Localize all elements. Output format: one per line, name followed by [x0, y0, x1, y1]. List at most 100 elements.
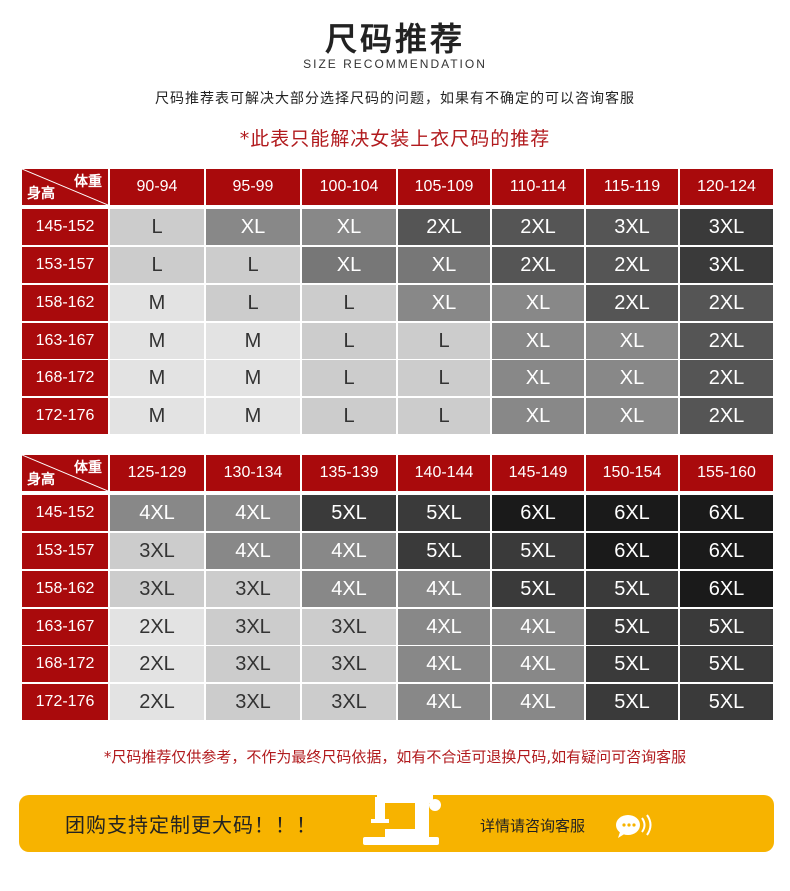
chat-bubble-icon[interactable]	[614, 812, 656, 842]
size-cell: XL	[586, 398, 678, 434]
size-table-2: 体重 身高 125-129 130-134 135-139 140-144 145-149 1…	[22, 455, 773, 720]
size-cell: XL	[586, 323, 678, 359]
weight-header: 135-139	[302, 455, 396, 491]
page-title: 尺码推荐	[324, 20, 465, 58]
height-header: 168-172	[22, 360, 108, 396]
custom-size-banner[interactable]: 团购支持定制更大码！！！ 详情请咨询客服	[19, 791, 774, 852]
table-row: 172-176 M M L L XL XL 2XL	[22, 398, 773, 434]
table-row: 145-152 L XL XL 2XL 2XL 3XL 3XL	[22, 209, 773, 245]
banner-left-text: 团购支持定制更大码！！！	[65, 813, 317, 837]
weight-header: 95-99	[206, 169, 300, 205]
size-cell: 3XL	[206, 609, 300, 645]
size-cell: 4XL	[206, 495, 300, 531]
weight-header: 110-114	[492, 169, 584, 205]
size-table-1: 体重 身高 90-94 95-99 100-104 105-109 110-114 115-1…	[22, 169, 773, 434]
size-cell: 5XL	[398, 533, 490, 569]
size-cell: L	[398, 398, 490, 434]
table-header-row: 体重 身高 125-129 130-134 135-139 140-144 145-149 1…	[22, 455, 773, 491]
size-cell: 6XL	[586, 495, 678, 531]
size-cell: 2XL	[110, 646, 204, 682]
height-header: 163-167	[22, 609, 108, 645]
size-cell: M	[206, 323, 300, 359]
size-cell: 5XL	[680, 609, 773, 645]
size-cell: 2XL	[680, 323, 773, 359]
size-cell: L	[206, 247, 300, 283]
weight-header: 125-129	[110, 455, 204, 491]
size-cell: 3XL	[586, 209, 678, 245]
size-cell: 2XL	[492, 247, 584, 283]
height-header: 145-152	[22, 209, 108, 245]
weight-header: 155-160	[680, 455, 773, 491]
size-cell: 2XL	[586, 247, 678, 283]
size-cell: XL	[398, 247, 490, 283]
height-header: 153-157	[22, 247, 108, 283]
corner-weight-label: 体重	[74, 173, 102, 189]
page-description: 尺码推荐表可解决大部分选择尺码的问题，如果有不确定的可以咨询客服	[155, 91, 635, 107]
sewing-machine-icon	[355, 789, 447, 855]
size-cell: L	[110, 209, 204, 245]
size-cell: M	[110, 323, 204, 359]
size-cell: 2XL	[680, 398, 773, 434]
table-row: 158-162 3XL 3XL 4XL 4XL 5XL 5XL 6XL	[22, 571, 773, 607]
size-cell: 2XL	[492, 209, 584, 245]
table-corner: 体重身高	[22, 455, 108, 491]
size-cell: 2XL	[586, 285, 678, 321]
table-row: 158-162 M L L XL XL 2XL 2XL	[22, 285, 773, 321]
weight-header: 105-109	[398, 169, 490, 205]
corner-height-label: 身高	[27, 471, 55, 487]
size-cell: XL	[492, 323, 584, 359]
weight-header: 130-134	[206, 455, 300, 491]
size-cell: M	[206, 360, 300, 396]
size-cell: 4XL	[398, 571, 490, 607]
size-cell: 4XL	[492, 684, 584, 720]
height-header: 172-176	[22, 684, 108, 720]
size-cell: 3XL	[680, 247, 773, 283]
size-cell: 2XL	[110, 684, 204, 720]
size-cell: L	[398, 323, 490, 359]
size-cell: L	[206, 285, 300, 321]
size-cell: 3XL	[680, 209, 773, 245]
size-cell: XL	[206, 209, 300, 245]
size-cell: 3XL	[302, 684, 396, 720]
table-row: 163-167 2XL 3XL 3XL 4XL 4XL 5XL 5XL	[22, 609, 773, 645]
size-cell: 6XL	[586, 533, 678, 569]
table-row: 168-172 2XL 3XL 3XL 4XL 4XL 5XL 5XL	[22, 646, 773, 682]
height-header: 145-152	[22, 495, 108, 531]
size-cell: 5XL	[680, 646, 773, 682]
size-cell: 5XL	[586, 571, 678, 607]
height-header: 158-162	[22, 571, 108, 607]
size-cell: L	[398, 360, 490, 396]
table-header-row: 体重 身高 90-94 95-99 100-104 105-109 110-114 115-1…	[22, 169, 773, 205]
weight-header: 120-124	[680, 169, 773, 205]
weight-header: 100-104	[302, 169, 396, 205]
weight-header: 140-144	[398, 455, 490, 491]
size-cell: 5XL	[586, 609, 678, 645]
weight-header: 150-154	[586, 455, 678, 491]
table-row: 153-157 L L XL XL 2XL 2XL 3XL	[22, 247, 773, 283]
size-cell: 6XL	[492, 495, 584, 531]
size-cell: 4XL	[398, 684, 490, 720]
size-cell: 2XL	[680, 360, 773, 396]
size-cell: 5XL	[302, 495, 396, 531]
size-cell: L	[110, 247, 204, 283]
size-cell: 6XL	[680, 533, 773, 569]
size-cell: 5XL	[586, 646, 678, 682]
height-header: 163-167	[22, 323, 108, 359]
table-row: 172-176 2XL 3XL 3XL 4XL 4XL 5XL 5XL	[22, 684, 773, 720]
size-cell: XL	[492, 285, 584, 321]
size-cell: 2XL	[680, 285, 773, 321]
corner-weight-label: 体重	[74, 459, 102, 475]
size-cell: 4XL	[398, 646, 490, 682]
size-cell: M	[110, 398, 204, 434]
table-row: 153-157 3XL 4XL 4XL 5XL 5XL 6XL 6XL	[22, 533, 773, 569]
size-cell: L	[302, 323, 396, 359]
weight-header: 145-149	[492, 455, 584, 491]
page-subtitle: SIZE RECOMMENDATION	[303, 57, 487, 71]
size-cell: 5XL	[492, 533, 584, 569]
size-cell: 6XL	[680, 571, 773, 607]
size-cell: L	[302, 360, 396, 396]
height-header: 168-172	[22, 646, 108, 682]
size-cell: 4XL	[110, 495, 204, 531]
size-cell: 4XL	[302, 533, 396, 569]
size-cell: 5XL	[586, 684, 678, 720]
